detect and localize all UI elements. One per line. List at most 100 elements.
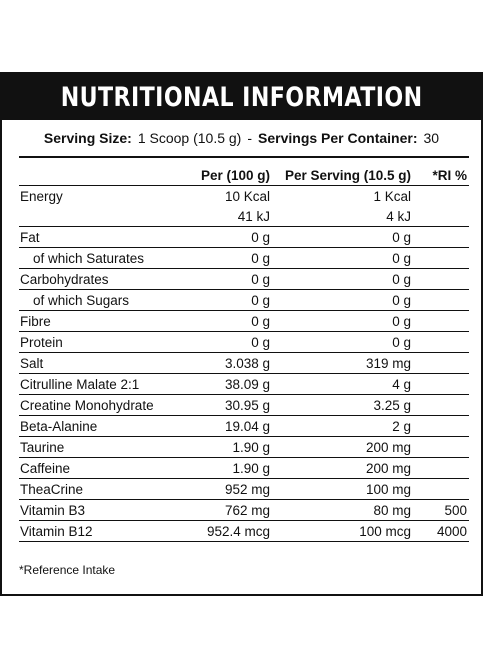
nutrient-name: Fibre bbox=[19, 310, 177, 332]
nutrient-name: Protein bbox=[19, 331, 177, 353]
ri-value bbox=[413, 373, 469, 395]
nutrient-name: Vitamin B3 bbox=[19, 499, 177, 521]
table-header-row: Per (100 g) Per Serving (10.5 g) *RI % bbox=[19, 166, 469, 186]
per-100g-value: 0 g bbox=[177, 247, 272, 269]
per-100g-value: 0 g bbox=[177, 289, 272, 311]
title-banner: NUTRITIONAL INFORMATION bbox=[2, 74, 481, 120]
per-serving-value: 319 mg bbox=[272, 352, 413, 374]
ri-value: 500 bbox=[413, 499, 469, 521]
ri-value: 4000 bbox=[413, 520, 469, 542]
ri-value bbox=[413, 457, 469, 479]
ri-value bbox=[413, 436, 469, 458]
per-serving-value: 100 mcg bbox=[272, 520, 413, 542]
table-row: Vitamin B3 762 mg 80 mg 500 bbox=[19, 499, 469, 521]
nutrient-name bbox=[19, 206, 177, 227]
ri-value bbox=[413, 186, 469, 207]
per-serving-value: 4 kJ bbox=[272, 206, 413, 227]
per-100g-value: 0 g bbox=[177, 268, 272, 290]
serving-size-value: 1 Scoop (10.5 g) bbox=[137, 130, 242, 146]
ri-value bbox=[413, 478, 469, 500]
serving-size-label: Serving Size: bbox=[43, 130, 132, 146]
per-serving-value: 200 mg bbox=[272, 457, 413, 479]
nutrient-name: Citrulline Malate 2:1 bbox=[19, 373, 177, 395]
nutrient-name: of which Sugars bbox=[19, 289, 177, 311]
nutrient-name: Vitamin B12 bbox=[19, 520, 177, 542]
divider bbox=[19, 156, 469, 158]
per-100g-value: 0 g bbox=[177, 226, 272, 248]
per-100g-value: 952 mg bbox=[177, 478, 272, 500]
per-100g-value: 3.038 g bbox=[177, 352, 272, 374]
per-100g-value: 952.4 mcg bbox=[177, 520, 272, 542]
nutrient-name: Salt bbox=[19, 352, 177, 374]
servings-per-container-label: Servings Per Container: bbox=[258, 130, 418, 146]
per-serving-value: 0 g bbox=[272, 268, 413, 290]
table-row: TheaCrine 952 mg 100 mg bbox=[19, 478, 469, 500]
ri-value bbox=[413, 352, 469, 374]
column-header bbox=[19, 166, 177, 186]
per-100g-value: 30.95 g bbox=[177, 394, 272, 416]
per-serving-value: 0 g bbox=[272, 226, 413, 248]
per-100g-value: 1.90 g bbox=[177, 457, 272, 479]
ri-value bbox=[413, 226, 469, 248]
column-header-per-100g: Per (100 g) bbox=[177, 166, 272, 186]
nutrient-name: Energy bbox=[20, 188, 63, 204]
per-serving-value: 0 g bbox=[272, 289, 413, 311]
column-header-per-serving: Per Serving (10.5 g) bbox=[272, 166, 413, 186]
per-serving-value: 1 Kcal bbox=[373, 188, 411, 204]
table-row: Vitamin B12 952.4 mcg 100 mcg 4000 bbox=[19, 520, 469, 542]
nutrient-name: TheaCrine bbox=[19, 478, 177, 500]
per-serving-value: 80 mg bbox=[272, 499, 413, 521]
table-row: Energy 10 Kcal 1 Kcal bbox=[19, 186, 469, 207]
per-100g-value: 762 mg bbox=[177, 499, 272, 521]
nutrient-name: Carbohydrates bbox=[19, 268, 177, 290]
per-serving-value: 0 g bbox=[272, 331, 413, 353]
per-serving-value: 100 mg bbox=[272, 478, 413, 500]
serving-separator: - bbox=[247, 130, 253, 146]
footnote: *Reference Intake bbox=[19, 563, 116, 577]
per-100g-value: 19.04 g bbox=[177, 415, 272, 437]
page-title: NUTRITIONAL INFORMATION bbox=[60, 81, 423, 113]
per-100g-value: 1.90 g bbox=[177, 436, 272, 458]
per-serving-value: 3.25 g bbox=[272, 394, 413, 416]
nutrient-name: Taurine bbox=[19, 436, 177, 458]
nutrient-name: of which Saturates bbox=[19, 247, 177, 269]
table-row: 41 kJ 4 kJ bbox=[19, 206, 469, 227]
table-row: Caffeine 1.90 g 200 mg bbox=[19, 457, 469, 479]
ri-value bbox=[413, 206, 469, 227]
per-serving-value: 0 g bbox=[272, 310, 413, 332]
ri-value bbox=[413, 268, 469, 290]
per-serving-value: 2 g bbox=[272, 415, 413, 437]
per-serving-value: 200 mg bbox=[272, 436, 413, 458]
ri-value bbox=[413, 415, 469, 437]
per-100g-value: 0 g bbox=[177, 331, 272, 353]
nutrition-panel: NUTRITIONAL INFORMATION Serving Size: 1 … bbox=[0, 72, 483, 596]
serving-info: Serving Size: 1 Scoop (10.5 g) - Serving… bbox=[2, 124, 481, 152]
ri-value bbox=[413, 394, 469, 416]
nutrient-name: Creatine Monohydrate bbox=[19, 394, 177, 416]
nutrient-name: Beta-Alanine bbox=[19, 415, 177, 437]
servings-per-container-value: 30 bbox=[423, 130, 440, 146]
per-100g-value: 0 g bbox=[177, 310, 272, 332]
nutrient-name: Fat bbox=[19, 226, 177, 248]
nutrient-name: Caffeine bbox=[19, 457, 177, 479]
ri-value bbox=[413, 289, 469, 311]
ri-value bbox=[413, 310, 469, 332]
per-serving-value: 0 g bbox=[272, 247, 413, 269]
column-header-ri: *RI % bbox=[413, 166, 469, 186]
ri-value bbox=[413, 247, 469, 269]
ri-value bbox=[413, 331, 469, 353]
per-100g-value: 38.09 g bbox=[177, 373, 272, 395]
table-row: Salt 3.038 g 319 mg bbox=[19, 352, 469, 374]
per-serving-value: 4 g bbox=[272, 373, 413, 395]
table-row: Creatine Monohydrate 30.95 g 3.25 g bbox=[19, 394, 469, 416]
per-100g-value: 10 Kcal bbox=[224, 188, 270, 204]
